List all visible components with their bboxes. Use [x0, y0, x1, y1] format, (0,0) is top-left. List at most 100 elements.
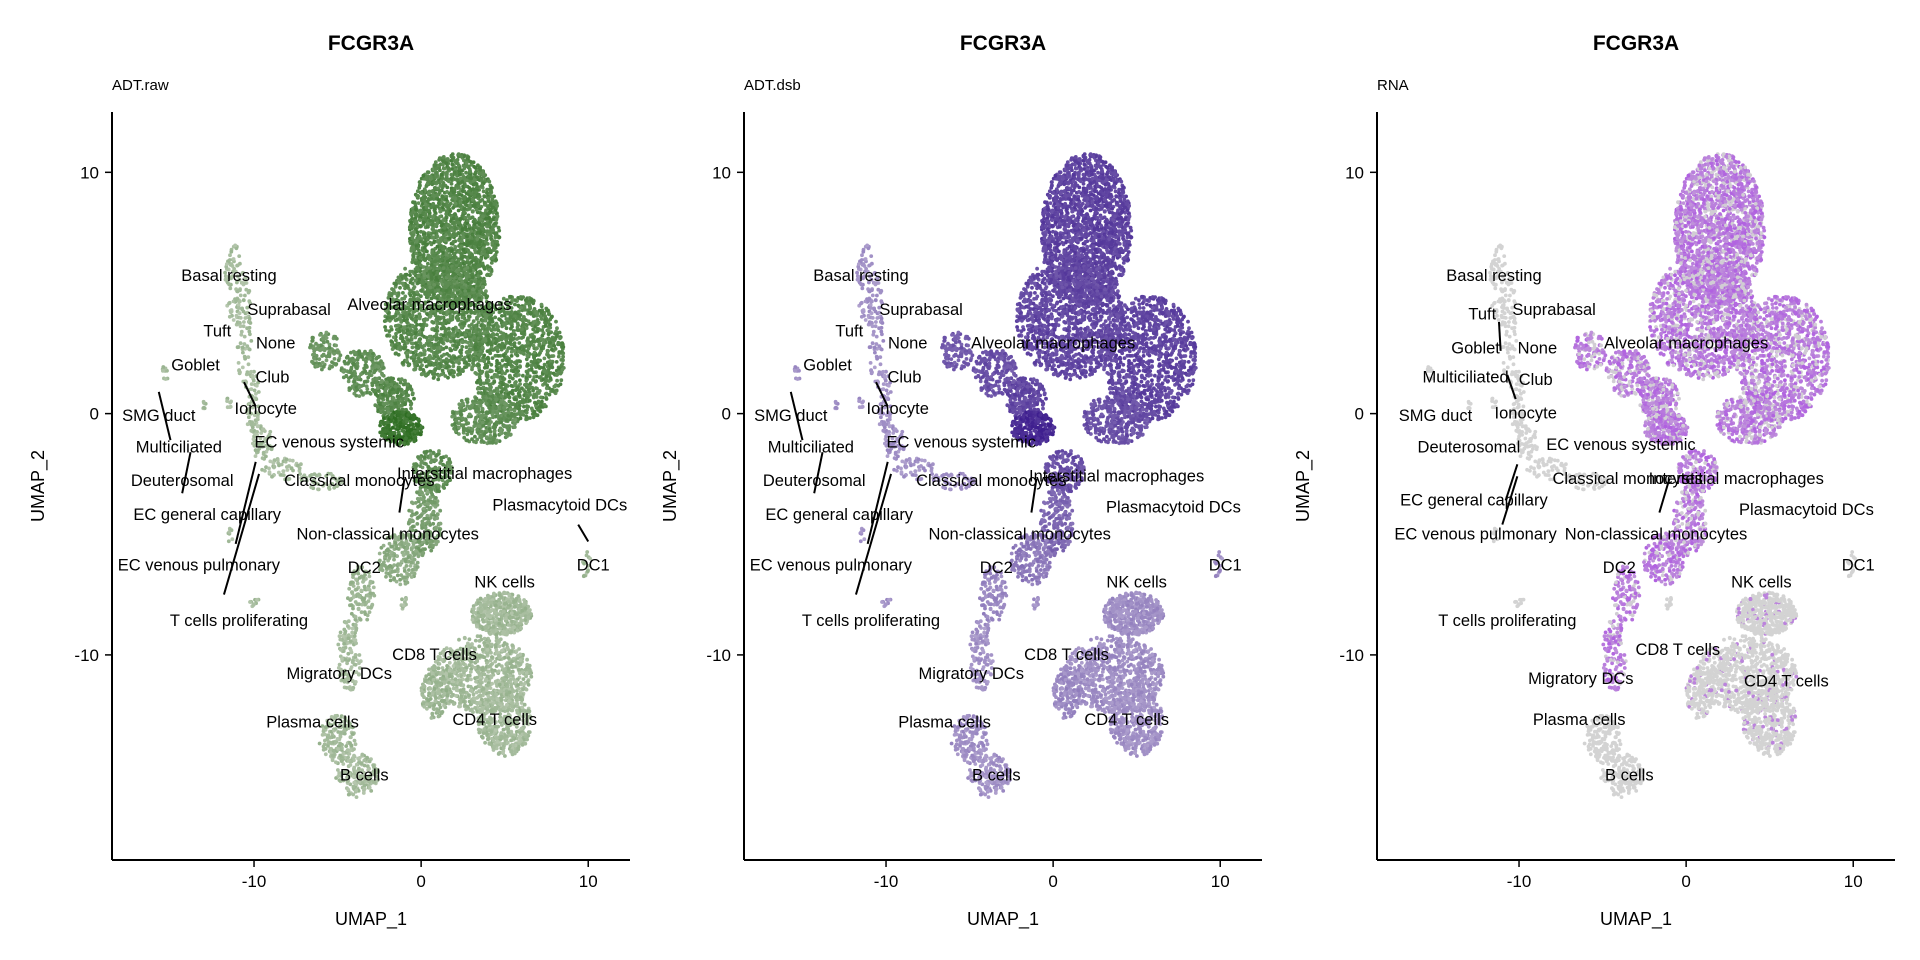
cell-point [546, 349, 550, 353]
cell-point [561, 362, 565, 366]
cell-point [427, 281, 431, 285]
cell-point [411, 237, 415, 241]
cell-point [447, 327, 451, 331]
cell-point [528, 393, 532, 397]
cell-point [497, 229, 501, 233]
cell-point [458, 166, 462, 170]
cell-point [403, 267, 407, 271]
cell-point [433, 372, 437, 376]
cell-point [489, 220, 493, 224]
cell-point [452, 221, 456, 225]
cell-point [241, 366, 245, 370]
cell-point [422, 174, 426, 178]
cell-point [508, 380, 512, 384]
cell-point [429, 286, 433, 290]
cell-point [471, 198, 475, 202]
cell-point [468, 359, 472, 363]
cell-point [445, 289, 449, 293]
cell-point [495, 420, 499, 424]
cell-point [249, 339, 253, 343]
cell-point [462, 248, 466, 252]
cell-point [468, 332, 472, 336]
cell-point [510, 325, 514, 329]
cell-point [501, 342, 505, 346]
cell-point [480, 435, 484, 439]
cell-point [487, 179, 491, 183]
cell-point [517, 350, 521, 354]
cell-point [414, 261, 418, 265]
cell-point [427, 255, 431, 259]
cell-point [540, 346, 544, 350]
cell-point [249, 321, 253, 325]
cell-point [431, 215, 435, 219]
cell-point [521, 295, 525, 299]
cell-point [454, 202, 458, 206]
cell-point [513, 298, 517, 302]
cell-point [427, 363, 431, 367]
cell-point [418, 224, 422, 228]
cell-point [389, 339, 393, 343]
cell-point [238, 311, 242, 315]
cell-point [439, 220, 443, 224]
cell-point [256, 425, 260, 429]
cell-point [408, 225, 412, 229]
cell-point [508, 396, 512, 400]
cell-point [555, 373, 559, 377]
cell-point [477, 251, 481, 255]
cell-point [434, 224, 438, 228]
cell-point [506, 414, 510, 418]
cell-point [232, 318, 236, 322]
cell-point [479, 257, 483, 261]
cell-point [484, 387, 488, 391]
cell-point [450, 155, 454, 159]
cell-point [413, 336, 417, 340]
cell-point [408, 273, 412, 277]
cell-point [477, 425, 481, 429]
cell-point [472, 335, 476, 339]
cell-point [444, 281, 448, 285]
cell-point [424, 203, 428, 207]
cell-point [435, 216, 439, 220]
cell-point [482, 190, 486, 194]
cell-point [423, 246, 427, 250]
cell-point [517, 341, 521, 345]
cell-point [468, 170, 472, 174]
cell-point [444, 198, 448, 202]
cell-point [298, 466, 302, 470]
cell-point [434, 351, 438, 355]
cell-point [405, 273, 409, 277]
cell-point [425, 206, 429, 210]
cell-point [491, 413, 495, 417]
cell-point [513, 409, 517, 413]
cell-point [469, 160, 473, 164]
cell-point [435, 325, 439, 329]
cell-point [442, 326, 446, 330]
cell-point [513, 303, 517, 307]
cell-point [257, 390, 261, 394]
cell-point [489, 209, 493, 213]
cell-point [451, 291, 455, 295]
cell-point [460, 348, 464, 352]
cell-point [412, 397, 416, 401]
cell-point [467, 250, 471, 254]
cell-point [398, 281, 402, 285]
cell-point [482, 250, 486, 254]
cell-point [516, 369, 520, 373]
cell-point [233, 244, 237, 248]
cell-point [430, 223, 434, 227]
cell-point [470, 437, 474, 441]
cell-point [406, 328, 410, 332]
cell-point [496, 375, 500, 379]
cell-point [445, 174, 449, 178]
cell-point [465, 350, 469, 354]
cell-point [394, 338, 398, 342]
cell-point [477, 222, 481, 226]
cell-point [433, 186, 437, 190]
cell-point [460, 340, 464, 344]
cell-point [468, 186, 472, 190]
cell-point [512, 318, 516, 322]
cell-point [436, 245, 440, 249]
cell-point [407, 364, 411, 368]
cell-point [232, 257, 236, 261]
cell-point [450, 173, 454, 177]
